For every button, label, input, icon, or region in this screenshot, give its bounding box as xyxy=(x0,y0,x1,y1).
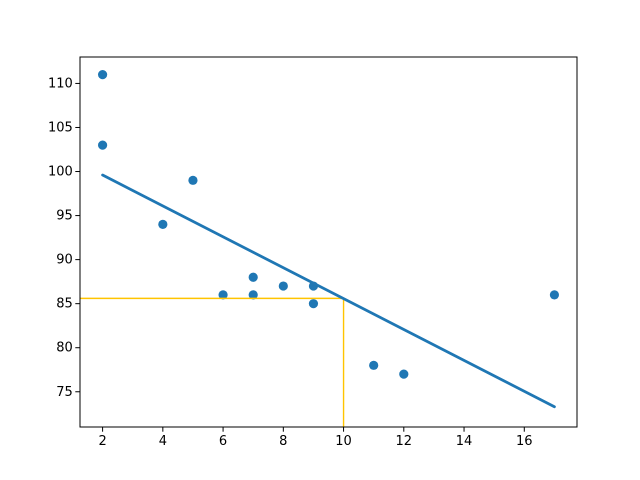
y-tick-label: 105 xyxy=(48,120,73,135)
x-tick-label: 16 xyxy=(516,434,533,449)
data-point xyxy=(278,281,288,291)
regression-line xyxy=(101,173,556,409)
data-point xyxy=(399,369,409,379)
y-tick-label: 85 xyxy=(56,297,73,312)
y-tick-label: 75 xyxy=(56,385,73,400)
x-tick-label: 12 xyxy=(396,434,413,449)
y-tick-label: 100 xyxy=(48,165,73,180)
data-point xyxy=(248,272,258,282)
y-tick-label: 110 xyxy=(48,76,73,91)
x-tick-label: 4 xyxy=(159,434,167,449)
data-point xyxy=(369,360,379,370)
data-point xyxy=(158,219,168,229)
data-point xyxy=(188,175,198,185)
x-tick-label: 10 xyxy=(335,434,352,449)
data-point xyxy=(308,299,319,309)
x-tick-label: 6 xyxy=(219,434,227,449)
data-point xyxy=(97,70,108,80)
y-tick-label: 80 xyxy=(56,341,73,356)
data-point xyxy=(218,290,228,300)
data-point xyxy=(248,290,258,300)
x-tick-label: 14 xyxy=(456,434,473,449)
y-tick-label: 90 xyxy=(56,253,73,268)
axes-frame xyxy=(79,56,578,428)
plot-background xyxy=(80,57,577,427)
x-tick-label: 8 xyxy=(279,434,287,449)
y-tick-label: 95 xyxy=(56,209,73,224)
data-point xyxy=(97,140,108,150)
data-point xyxy=(549,290,560,300)
x-tick-label: 2 xyxy=(98,434,106,449)
